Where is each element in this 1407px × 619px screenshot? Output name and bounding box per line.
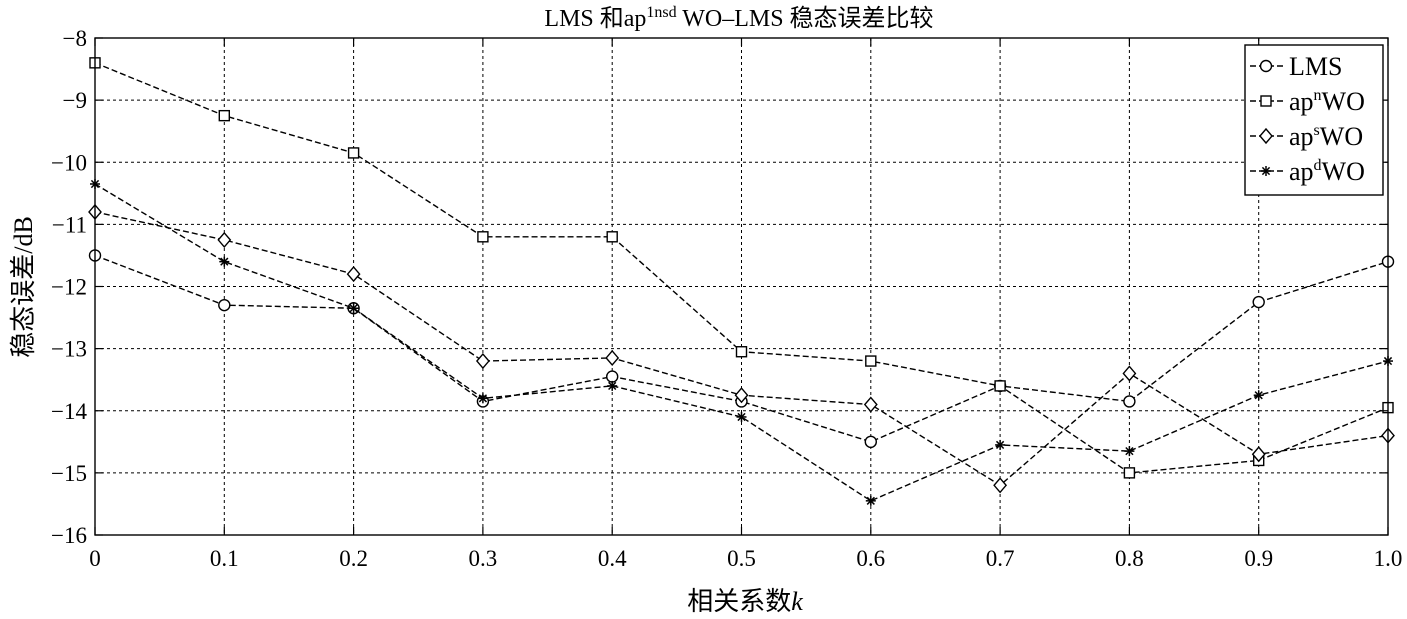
y-tick-label: −14 [51,399,87,424]
apn-wo-point [477,231,489,243]
lms-point [1252,295,1265,309]
x-tick-label: 0 [89,546,101,571]
apd-wo-point [865,495,876,506]
apd-wo-series [90,178,1393,506]
chart-title-superscript: 1nsd [646,4,676,21]
legend-star-marker [1261,166,1271,176]
legend-label: apnWO [1289,87,1365,116]
y-tick-label: −8 [63,26,87,51]
y-tick-label: −13 [51,337,87,362]
apd-wo-point [1253,390,1264,401]
chart-title-main: LMS 和ap [544,5,646,32]
chart-title-rest: WO–LMS 稳态误差比较 [677,5,934,32]
legend-label: apsWO [1289,122,1363,151]
apn-wo-point [218,109,231,122]
apd-wo-point [607,380,618,391]
legend-item-lms: LMS [1250,52,1342,81]
apd-wo-point [736,411,747,422]
legend-item-apn-wo: apnWO [1250,87,1365,116]
y-tick-label: −10 [51,150,87,175]
y-tick-label: −15 [51,461,87,486]
y-axis-label: 稳态误差/dB [9,216,38,358]
x-tick-label: 0.9 [1244,546,1273,571]
legend-label-base: ap [1289,122,1314,151]
legend-label-superscript: s [1314,122,1320,139]
aps-wo-point [217,231,232,248]
y-tick-label: −12 [51,275,87,300]
legend-star-marker-stroke [1261,166,1271,176]
x-axis-label-variable: k [791,587,803,616]
y-tick-label: −16 [51,523,87,548]
x-axis-label: 相关系数k [687,587,803,616]
x-tick-label: 0.8 [1115,546,1144,571]
apd-wo-point [219,256,230,267]
apd-wo-point-stroke [1254,391,1263,400]
apn-wo-point [735,346,748,358]
legend-label-tail: WO [1322,157,1365,186]
apd-wo-point [1124,446,1135,457]
apd-wo-point-stroke [995,440,1005,450]
legend-square-marker [1260,95,1272,107]
aps-wo-series [88,203,1395,494]
legend-label-base: LMS [1289,52,1342,81]
apd-wo-point-stroke [478,394,488,403]
apn-wo-point [606,231,618,243]
legend-label: LMS [1289,52,1342,81]
aps-wo-point [993,477,1008,494]
legend-circle-marker [1259,59,1273,73]
aps-wo-point [605,349,620,367]
legend-label-superscript: d [1314,157,1322,174]
axes: 0 0.1 0.2 0.3 0.4 0.5 0.6 0.7 0.8 0.9 1.0 −8 −9 −10 −1… [51,26,1402,571]
aps-wo-point [1251,446,1266,463]
apd-wo-point [348,303,359,314]
x-axis-label-text: 相关系数 [687,587,791,616]
legend-label-base: ap [1289,87,1314,116]
y-tick-label: −11 [52,212,87,237]
x-tick-label: 0.1 [210,546,239,571]
apn-wo-point [994,380,1006,392]
x-tick-label: 0.4 [598,546,627,571]
apn-wo-point [1123,467,1136,479]
legend-label: apdWO [1289,157,1365,186]
apd-wo-point-stroke [608,381,617,391]
aps-wo-point [1122,365,1137,382]
legend-item-apd-wo: apdWO [1250,157,1365,186]
legend-label-superscript: n [1314,87,1322,104]
lms-point [1123,395,1136,408]
y-tick-label: −9 [63,88,87,113]
lms-point [864,435,877,449]
apd-wo-point-stroke [737,412,746,422]
apd-wo-point-stroke [220,257,229,266]
apn-wo-point [865,355,877,367]
grid-lines [95,38,1388,535]
chart-title: LMS 和ap1nsd WO–LMS 稳态误差比较 [514,4,951,32]
aps-wo-point [346,265,361,283]
x-tick-label: 0.6 [856,546,885,571]
x-tick-label: 1.0 [1374,546,1403,571]
apd-wo-point [477,393,488,404]
series-group [88,57,1395,506]
x-tick-label: 0.2 [339,546,368,571]
apd-wo-point-stroke [349,304,358,313]
apd-wo-point-stroke [1125,447,1134,456]
apd-wo-point [995,439,1006,450]
aps-wo-point [475,352,490,370]
legend-label-tail: WO [1320,122,1363,151]
aps-wo-point [863,396,878,413]
apn-wo-point [347,147,360,159]
x-tick-label: 0.7 [986,546,1015,571]
legend-label-base: ap [1289,157,1314,186]
apd-wo-line [94,183,1389,502]
apd-wo-point-stroke [866,496,875,505]
legend-label-tail: WO [1322,87,1365,116]
lms-point [606,370,619,383]
x-tick-label: 0.5 [727,546,756,571]
legend-diamond-marker [1259,127,1273,145]
aps-wo-point [734,387,749,404]
x-tick-label: 0.3 [469,546,498,571]
legend-item-aps-wo: apsWO [1250,122,1363,151]
lms-point [218,298,231,312]
